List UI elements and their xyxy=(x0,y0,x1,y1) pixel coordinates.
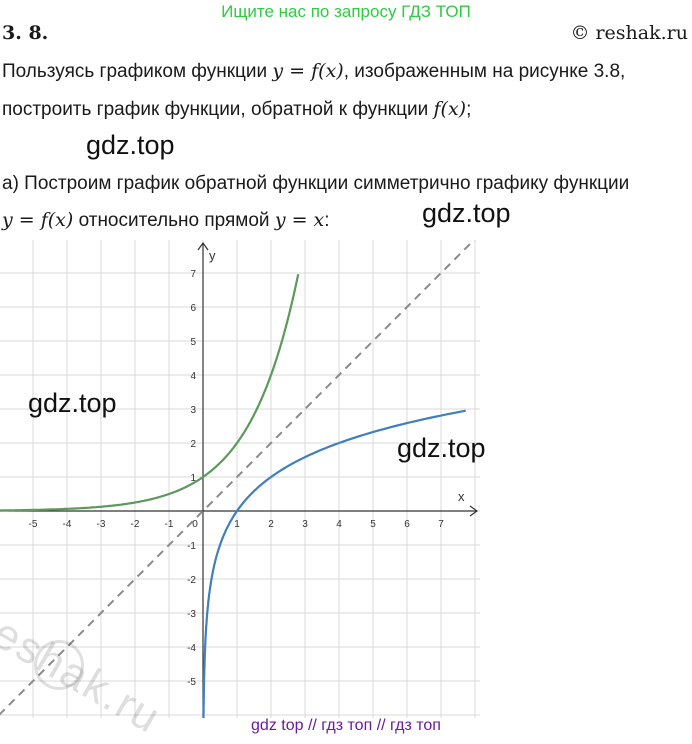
x-tick-label: 1 xyxy=(234,519,240,530)
watermark-1: gdz.top xyxy=(86,130,175,160)
copyright-circle-icon xyxy=(34,640,84,690)
x-tick-label: -4 xyxy=(63,519,72,530)
series-line-2 xyxy=(202,409,466,718)
series-lines xyxy=(0,240,476,718)
text-line-1-formula: y = f(x) xyxy=(272,60,344,82)
y-tick-label: -3 xyxy=(187,609,196,620)
y-tick-label: 7 xyxy=(190,269,196,280)
x-tick-label: 0 xyxy=(192,519,198,530)
y-tick-label: -2 xyxy=(187,575,196,586)
function-graph: x y -5 -4 -3 -2 -1 0 1 2 3 4 5 6 7 -5 -4 -3 -2 -1 1 2 3 4 5 6 7 xyxy=(0,240,480,718)
text-line-2-a: построить график функции, обратной к фун… xyxy=(2,99,434,120)
series-line-1 xyxy=(0,273,300,512)
x-tick-label: 5 xyxy=(370,519,376,530)
x-tick-label: 6 xyxy=(404,519,410,530)
text-line-1-a: Пользуясь графиком функции xyxy=(2,61,273,82)
y-tick-label: 3 xyxy=(190,405,196,416)
watermark-4: gdz.top xyxy=(397,433,486,463)
text-line-4-formula-c: y = x xyxy=(274,209,325,231)
text-line-4-formula-a: y = f(x) xyxy=(2,209,74,231)
x-tick-label: -1 xyxy=(165,519,174,530)
text-line-4-d: : xyxy=(324,210,330,231)
text-line-3: а) Построим график обратной функции симм… xyxy=(2,173,630,194)
x-tick-label: 7 xyxy=(438,519,444,530)
y-tick-label: 4 xyxy=(190,371,196,382)
y-tick-label: -1 xyxy=(187,541,196,552)
text-line-2-c: ; xyxy=(466,99,472,120)
search-banner: Ищите нас по запросу ГДЗ ТОП xyxy=(221,2,471,21)
x-tick-label: -2 xyxy=(131,519,140,530)
watermark-3: gdz.top xyxy=(28,388,117,418)
copyright: © reshak.ru xyxy=(570,22,688,44)
footer-links: gdz top // гдз топ // гдз топ xyxy=(251,717,441,734)
x-tick-label: -5 xyxy=(29,519,38,530)
y-tick-label: -4 xyxy=(187,643,196,654)
tick-labels: -5 -4 -3 -2 -1 0 1 2 3 4 5 6 7 -5 -4 -3 -2 -1 1 2 3 4 5 6 7 xyxy=(29,269,445,688)
x-axis-label: x xyxy=(458,489,465,504)
text-line-2: построить график функции, обратной к фун… xyxy=(2,98,471,121)
problem-number: 3. 8. xyxy=(2,22,49,44)
series-line-3 xyxy=(0,240,476,716)
y-tick-label: 6 xyxy=(190,303,196,314)
y-tick-label: 2 xyxy=(190,439,196,450)
y-tick-label: 5 xyxy=(190,337,196,348)
x-tick-label: 4 xyxy=(336,519,342,530)
text-line-1: Пользуясь графиком функции y = f(x), изо… xyxy=(2,60,625,83)
x-axis-arrow xyxy=(469,505,479,517)
text-line-2-formula: f(x) xyxy=(433,98,467,120)
x-tick-label: 2 xyxy=(268,519,274,530)
x-tick-label: 3 xyxy=(302,519,308,530)
y-axis-label: y xyxy=(209,248,216,263)
text-line-4: y = f(x) относительно прямой y = x: xyxy=(2,209,330,232)
text-line-1-c: , изображенным на рисунке 3.8, xyxy=(343,61,626,82)
text-line-4-b: относительно прямой xyxy=(73,210,275,231)
y-tick-label: -5 xyxy=(187,677,196,688)
y-tick-label: 1 xyxy=(190,473,196,484)
x-tick-label: -3 xyxy=(97,519,106,530)
watermark-2: gdz.top xyxy=(422,198,511,228)
y-axis-arrow xyxy=(197,241,209,251)
